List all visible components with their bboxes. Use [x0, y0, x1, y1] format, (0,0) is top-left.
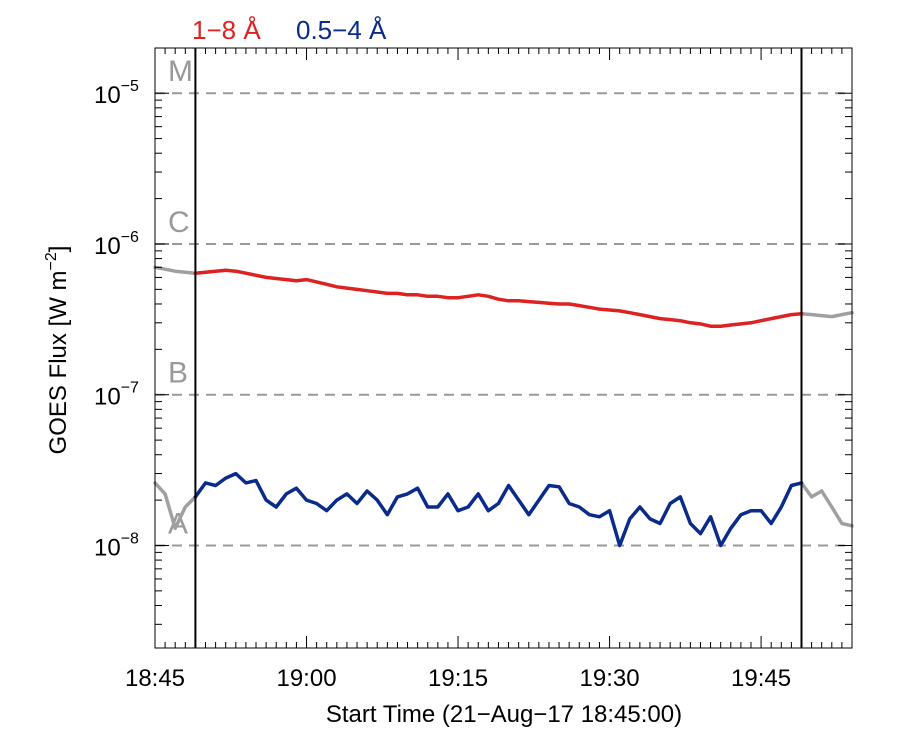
y-tick-base: 10	[94, 384, 121, 411]
legend-label-0.5-4: 0.5−4 Å	[296, 15, 387, 45]
class-label-b: B	[168, 357, 188, 390]
y-tick-base: 10	[94, 233, 121, 260]
y-axis-title-main: GOES Flux [W m	[45, 270, 72, 454]
selection-window	[194, 48, 803, 648]
x-tick-label: 19:15	[428, 665, 488, 692]
legend-label-1-8: 1−8 Å	[192, 15, 261, 45]
y-tick-label: 10−5	[94, 78, 139, 109]
series-2-line-post	[799, 481, 854, 528]
x-tick-label: 18:45	[125, 665, 185, 692]
y-axis-title: GOES Flux [W m−2]	[43, 246, 72, 455]
class-label-c: C	[168, 206, 190, 239]
x-tick-label: 19:45	[731, 665, 791, 692]
y-axis-title-exponent: −2	[43, 252, 60, 270]
x-tick-label: 19:30	[580, 665, 640, 692]
x-tick-label: 19:00	[276, 665, 336, 692]
y-tick-exponent: −7	[121, 380, 139, 397]
y-tick-label: 10−8	[94, 530, 139, 561]
class-label-m: M	[168, 55, 193, 88]
y-axis-ticks: 10−810−710−610−5	[94, 78, 852, 625]
x-axis-ticks: 18:45 19:00 19:15 19:30 19:45	[125, 48, 853, 692]
series-layer	[153, 265, 854, 548]
y-axis-title-close: ]	[45, 246, 72, 253]
legend: 1−8 Å 0.5−4 Å	[192, 15, 387, 45]
series-1-line-main	[193, 268, 804, 328]
y-tick-exponent: −8	[121, 530, 139, 547]
series-1-line-pre	[153, 265, 198, 275]
plot-frame	[154, 47, 853, 649]
y-tick-base: 10	[94, 534, 121, 561]
x-axis-title: Start Time (21−Aug−17 18:45:00)	[326, 701, 682, 728]
y-tick-base: 10	[94, 82, 121, 109]
y-tick-exponent: −6	[121, 229, 139, 246]
flare-class-gridlines	[155, 92, 852, 547]
series-1-line-post	[799, 310, 854, 319]
y-tick-label: 10−7	[94, 380, 139, 411]
series-2-line-pre	[153, 481, 198, 531]
y-tick-exponent: −5	[121, 78, 139, 95]
y-tick-label: 10−6	[94, 229, 139, 260]
series-2-line-main	[193, 471, 804, 548]
